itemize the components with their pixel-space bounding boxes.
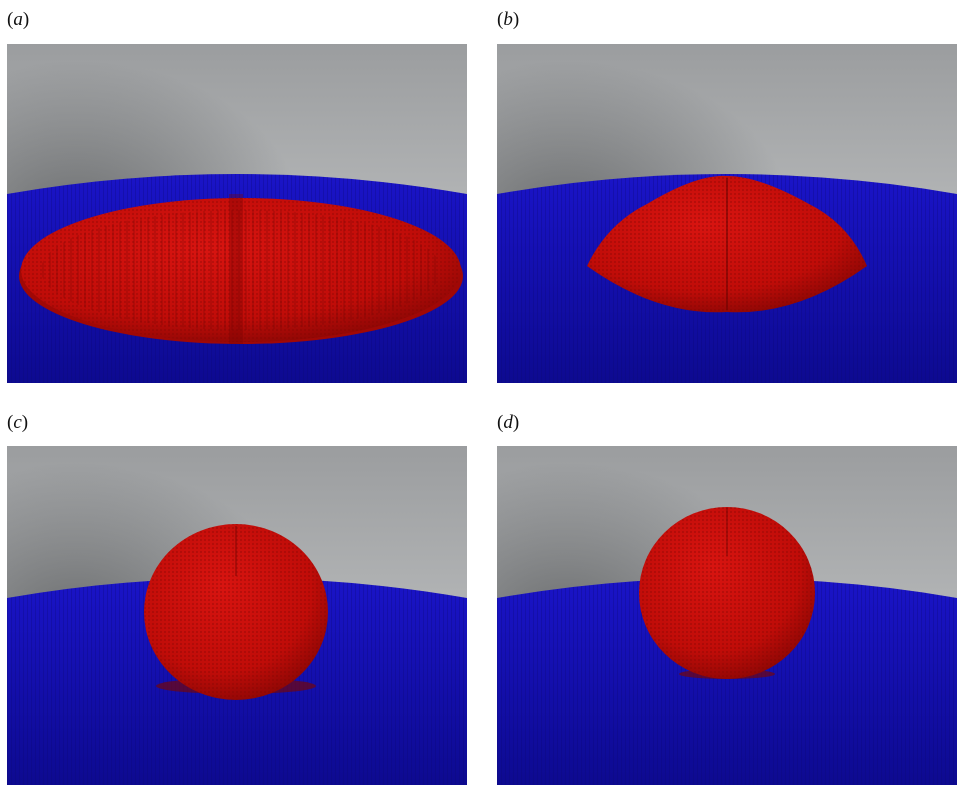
panel-label-a: (a): [7, 9, 30, 30]
panel-label-b: (b): [497, 9, 520, 30]
droplet-disk: [19, 194, 463, 344]
panel-b-image: [497, 44, 957, 383]
panel-label-c: (c): [7, 412, 29, 433]
panel-c-image: [7, 446, 467, 785]
droplet-sphere: [639, 507, 815, 679]
droplet-near-sphere: [144, 524, 328, 700]
droplet-cap: [587, 175, 867, 313]
panel-d-image: [497, 446, 957, 785]
panel-a-image: [7, 44, 467, 383]
panel-label-d: (d): [497, 412, 520, 433]
